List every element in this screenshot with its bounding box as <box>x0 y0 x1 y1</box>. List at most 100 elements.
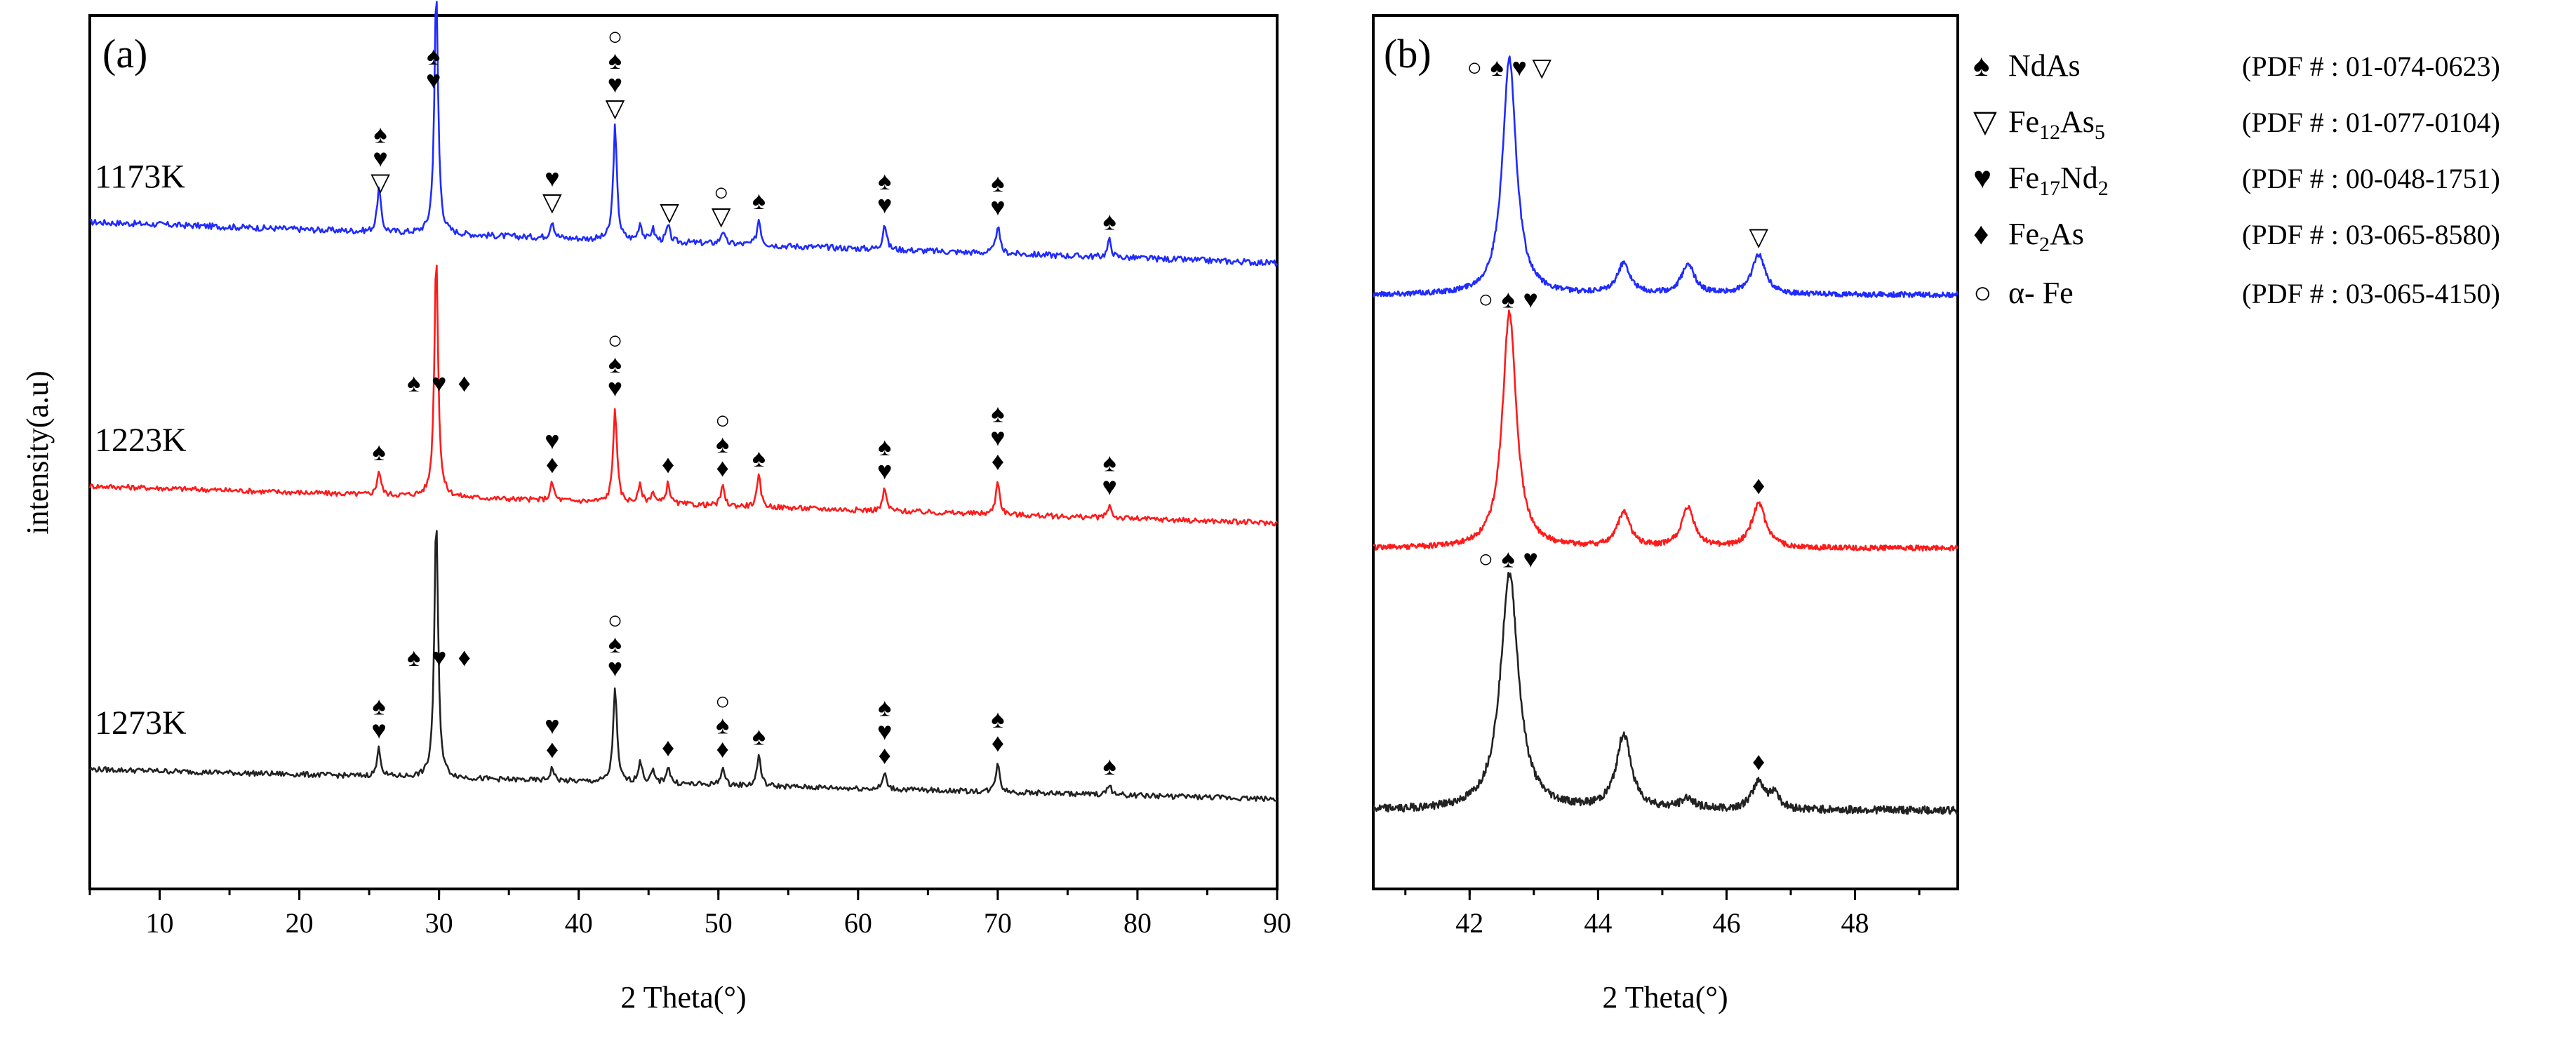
x-tick-label: 46 <box>1712 907 1740 939</box>
peak-marker: ♦ <box>1752 471 1765 500</box>
peak-marker: ♥ <box>877 191 892 219</box>
legend-symbol: ♠ <box>1973 48 1989 83</box>
peak-marker: ▽ <box>660 198 679 226</box>
peak-marker: ♥ <box>608 654 622 682</box>
peak-marker: ♦ <box>992 447 1004 475</box>
peak-marker: ♠ <box>752 722 766 750</box>
x-tick-label: 40 <box>565 907 593 939</box>
peak-marker: ♦ <box>546 735 559 763</box>
peak-marker: ♦ <box>716 454 729 482</box>
x-tick-label: 60 <box>844 907 872 939</box>
peak-marker: ♠ <box>991 705 1004 733</box>
series-1223K <box>88 265 1278 527</box>
legend-pdf: (PDF # : 00-048-1751) <box>2242 163 2500 194</box>
peak-marker: ♦ <box>662 450 674 478</box>
legend-entry: ○ α- Fe (PDF # : 03-065-4150) <box>1973 276 2500 310</box>
peak-marker: ♠ <box>608 630 622 658</box>
peak-marker: ♥ <box>373 144 387 172</box>
legend-entry: ♦ Fe2As (PDF # : 03-065-8580) <box>1973 217 2500 256</box>
peak-marker: ♥ <box>990 423 1005 451</box>
panel-a-y-axis-label: intensity(a.u) <box>20 370 55 534</box>
peak-marker: ○ <box>608 606 623 634</box>
peak-marker: ♥ <box>990 193 1005 221</box>
x-tick-label: 50 <box>705 907 733 939</box>
panel-b-peak-markers: ▽○ ♠ ♥ ▽♦○ ♠ ♥♦○ ♠ ♥ <box>1467 53 1768 776</box>
x-tick-label: 42 <box>1455 907 1483 939</box>
top-marker: ♠ <box>1490 53 1504 81</box>
panel-a-peak-markers: ♠♥▽♠♥♥▽○♠♥▽▽○▽♠♠♥♠♥♠♠♥♠♥♦○♠♥♦○♠♦♠♠♥♠♥♦♠♥… <box>371 22 1117 780</box>
x-tick-label: 44 <box>1584 907 1612 939</box>
peak-marker: ○ <box>715 406 730 434</box>
peak-marker: ♥ <box>1102 472 1116 500</box>
peak-marker: ♥ <box>545 711 559 739</box>
panel-b-frame <box>1372 14 1959 890</box>
x-tick-label: 80 <box>1123 907 1152 939</box>
peak-marker: ○ <box>715 688 730 716</box>
x-tick-label: 20 <box>286 907 314 939</box>
legend: ♠ NdAs (PDF # : 01-074-0623) ▽ Fe12As5 (PDF #… <box>1973 48 2500 310</box>
panel-a-temperature-labels: 1173K 1223K 1273K <box>95 158 187 742</box>
peak-marker: ♠ <box>1103 448 1116 476</box>
peak-marker: ♠ <box>878 167 891 195</box>
legend-entry: ♥ Fe17Nd2 (PDF # : 00-048-1751) <box>1973 161 2500 200</box>
panel-b-label: (b) <box>1384 31 1432 76</box>
top-marker: ♠ <box>1502 286 1515 314</box>
peak-marker: ♠ <box>752 444 766 472</box>
top-marker: ♦ <box>458 643 470 671</box>
peak-marker: ♠ <box>373 120 387 148</box>
legend-entry: ▽ Fe12As5 (PDF # : 01-077-0104) <box>1973 105 2500 144</box>
peak-marker: ♠ <box>991 169 1004 197</box>
top-marker: ♥ <box>1512 53 1527 81</box>
legend-entry: ♠ NdAs (PDF # : 01-074-0623) <box>1973 48 2500 83</box>
legend-pdf: (PDF # : 01-077-0104) <box>2242 107 2500 138</box>
peak-marker: ♠ <box>1103 752 1116 780</box>
legend-pdf: (PDF # : 03-065-8580) <box>2242 219 2500 250</box>
series-1173K <box>89 1 1279 267</box>
legend-symbol: ▽ <box>1973 105 1997 139</box>
legend-phase: Fe12As5 <box>2008 105 2105 144</box>
top-marker: ♠ <box>407 369 420 397</box>
top-marker: ♠ <box>407 643 420 671</box>
temperature-label: 1223K <box>95 422 187 459</box>
peak-marker: ♥ <box>608 70 622 98</box>
x-tick-label: 10 <box>146 907 174 939</box>
top-marker: ○ <box>1478 286 1493 314</box>
top-marker: ▽ <box>1532 53 1551 81</box>
peak-marker: ▽ <box>371 168 390 196</box>
x-tick-label: 48 <box>1841 907 1869 939</box>
series-1273K <box>88 530 1278 802</box>
panel-b-plot <box>1372 55 1959 815</box>
peak-marker: ♥ <box>545 164 559 192</box>
peak-marker: ♠ <box>878 693 891 721</box>
top-marker: ♥ <box>432 369 446 397</box>
top-marker: ♦ <box>458 369 470 397</box>
peak-marker: ♠ <box>991 399 1004 427</box>
top-marker: ♠ <box>1502 545 1515 573</box>
peak-marker: ○ <box>608 326 623 354</box>
peak-marker: ♠ <box>716 430 729 458</box>
legend-pdf: (PDF # : 03-065-4150) <box>2242 278 2500 309</box>
peak-marker: ▽ <box>542 188 562 216</box>
peak-marker: ♦ <box>662 733 674 761</box>
peak-marker: ♥ <box>371 716 386 744</box>
legend-symbol: ♦ <box>1973 217 1989 251</box>
peak-marker: ▽ <box>1749 222 1768 250</box>
x-tick-label: 90 <box>1263 907 1291 939</box>
peak-marker: ♥ <box>877 457 892 485</box>
peak-marker: ♥ <box>545 427 559 455</box>
panel-a-frame <box>88 14 1279 890</box>
series-1173K <box>1372 55 1959 299</box>
top-marker: ♥ <box>432 643 446 671</box>
legend-pdf: (PDF # : 01-074-0623) <box>2242 51 2500 82</box>
peak-marker: ♠ <box>372 692 385 720</box>
panel-a-label: (a) <box>102 31 147 76</box>
peak-marker: ♠ <box>716 711 729 739</box>
x-tick-label: 70 <box>984 907 1012 939</box>
series-1223K <box>1373 309 1959 552</box>
legend-phase: Fe2As <box>2008 217 2084 256</box>
peak-marker: ♦ <box>992 729 1004 757</box>
peak-marker: ♠ <box>752 187 766 215</box>
top-marker: ○ <box>1467 53 1482 81</box>
